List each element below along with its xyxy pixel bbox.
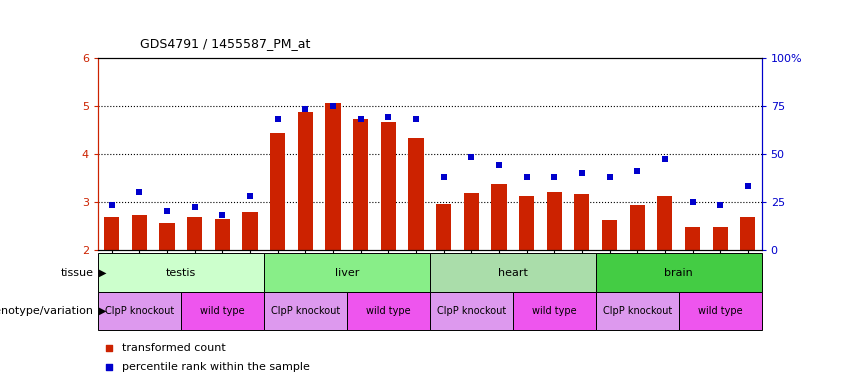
Point [658,156,671,162]
Text: brain: brain [665,268,693,278]
Bar [104,217,119,250]
Point [326,103,340,109]
Bar [214,219,230,250]
Point [741,183,755,189]
Bar [596,292,679,330]
Point [409,116,423,122]
Bar [270,134,285,250]
Text: ▶: ▶ [99,306,106,316]
Bar [574,194,590,250]
Text: percentile rank within the sample: percentile rank within the sample [122,362,310,372]
Point [243,193,257,199]
Bar [187,217,203,250]
Bar [98,253,264,292]
Point [271,116,284,122]
Point [603,174,616,180]
Point [102,345,116,351]
Text: heart: heart [498,268,528,278]
Bar [430,292,512,330]
Bar [685,227,700,250]
Point [215,212,229,218]
Text: tissue: tissue [60,268,94,278]
Bar [712,227,728,250]
Point [437,174,450,180]
Bar [679,292,762,330]
Text: wild type: wild type [366,306,410,316]
Bar [408,138,424,250]
Bar [630,205,645,250]
Point [547,174,561,180]
Point [465,154,478,161]
Point [520,174,534,180]
Text: ClpP knockout: ClpP knockout [437,306,505,316]
Text: ClpP knockout: ClpP knockout [105,306,174,316]
Text: GDS4791 / 1455587_PM_at: GDS4791 / 1455587_PM_at [140,37,311,50]
Bar [380,122,396,250]
Bar [512,292,596,330]
Text: wild type: wild type [698,306,742,316]
Bar [596,253,762,292]
Text: genotype/variation: genotype/variation [0,306,94,316]
Point [492,162,505,168]
Bar [436,204,451,250]
Text: liver: liver [334,268,359,278]
Point [354,116,368,122]
Bar [298,112,313,250]
Bar [657,196,672,250]
Point [188,204,202,210]
Bar [602,220,617,250]
Point [575,170,589,176]
Bar [132,215,147,250]
Bar [98,292,180,330]
Bar [491,184,506,250]
Point [713,202,727,209]
Text: ▶: ▶ [99,268,106,278]
Point [160,208,174,214]
Point [102,364,116,370]
Point [105,202,118,209]
Bar [264,253,430,292]
Bar [347,292,430,330]
Bar [519,196,534,250]
Point [133,189,146,195]
Text: testis: testis [166,268,196,278]
Bar [740,217,756,250]
Bar [264,292,347,330]
Point [299,106,312,113]
Text: wild type: wild type [532,306,576,316]
Bar [159,223,174,250]
Point [686,199,700,205]
Text: ClpP knockout: ClpP knockout [271,306,340,316]
Text: transformed count: transformed count [122,343,226,353]
Bar [180,292,264,330]
Bar [243,212,258,250]
Point [381,114,395,120]
Text: wild type: wild type [200,306,244,316]
Text: ClpP knockout: ClpP knockout [603,306,671,316]
Bar [546,192,562,250]
Bar [325,103,340,250]
Bar [464,193,479,250]
Bar [430,253,596,292]
Point [631,168,644,174]
Bar [353,119,368,250]
